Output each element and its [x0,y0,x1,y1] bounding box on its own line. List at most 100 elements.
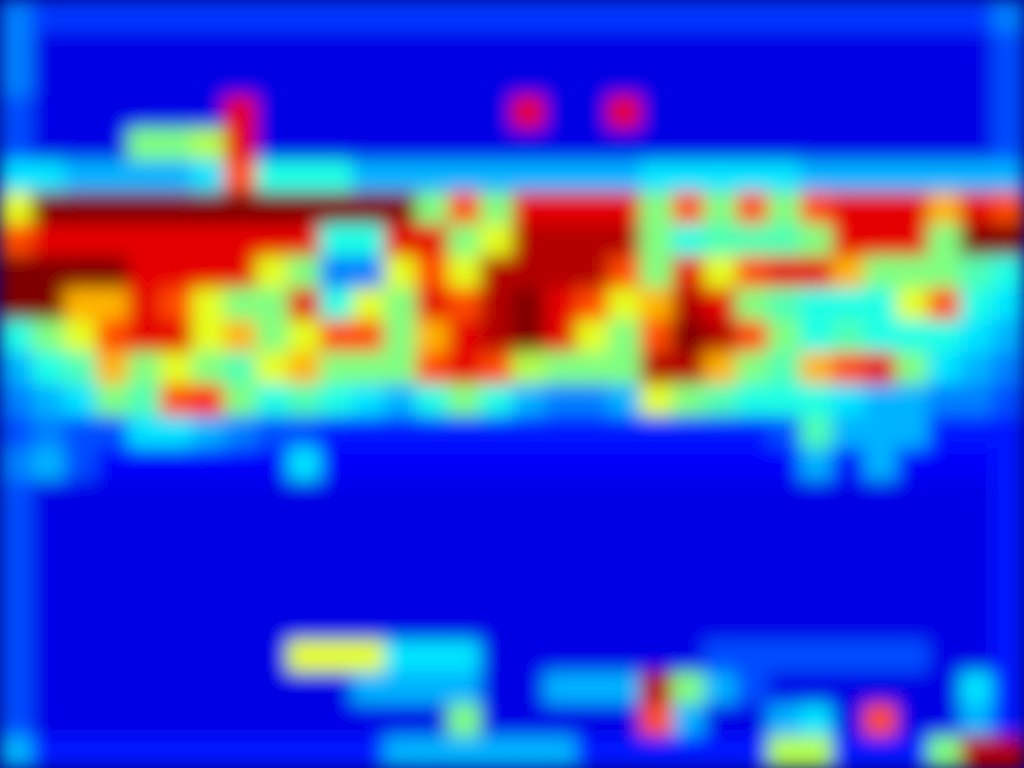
heat-cell [992,320,1024,353]
heat-cell [960,352,993,385]
heat-cell [800,288,833,321]
heat-cell [640,320,673,353]
heat-cell [448,0,481,33]
heat-cell [384,32,417,65]
heat-cell [992,352,1024,385]
heat-cell [320,288,353,321]
heat-cell [448,512,481,545]
heat-cell [352,448,385,481]
heat-cell [544,736,577,768]
heat-cell [864,64,897,97]
heat-cell [832,704,865,737]
heat-cell [192,704,225,737]
heat-cell [960,544,993,577]
heat-cell [640,480,673,513]
heat-cell [928,704,961,737]
heat-cell [896,0,929,33]
heat-cell [576,608,609,641]
heat-cell [0,160,33,193]
heat-cell [96,576,129,609]
heat-cell [768,32,801,65]
heat-cell [288,544,321,577]
heat-cell [256,480,289,513]
heat-cell [256,32,289,65]
heat-cell [608,160,641,193]
heat-cell [128,640,161,673]
heat-cell [0,64,33,97]
heat-cell [768,480,801,513]
heat-cell [544,544,577,577]
heat-cell [192,192,225,225]
heat-cell [896,416,929,449]
heat-cell [896,544,929,577]
heat-cell [64,192,97,225]
heat-cell [864,640,897,673]
heat-cell [544,448,577,481]
heat-cell [800,608,833,641]
heat-cell [480,320,513,353]
heat-cell [288,384,321,417]
heat-cell [32,288,65,321]
heat-cell [128,384,161,417]
heat-cell [256,128,289,161]
heat-cell [960,704,993,737]
heat-cell [32,640,65,673]
heat-cell [32,128,65,161]
heat-cell [960,32,993,65]
heat-cell [32,320,65,353]
plot-area [0,0,1024,768]
heat-cell [672,704,705,737]
heat-cell [608,384,641,417]
heat-cell [928,608,961,641]
heat-cell [224,192,257,225]
heat-cell [352,608,385,641]
heat-cell [480,0,513,33]
heat-cell [96,64,129,97]
heat-cell [800,352,833,385]
heat-cell [608,32,641,65]
heat-cell [288,0,321,33]
heat-cell [608,736,641,768]
heat-cell [768,512,801,545]
heat-cell [416,736,449,768]
heat-cell [832,256,865,289]
heat-cell [128,256,161,289]
heat-cell [224,320,257,353]
heat-cell [736,64,769,97]
heat-cell [672,160,705,193]
heat-cell [960,192,993,225]
heat-cell [224,352,257,385]
heat-cell [864,288,897,321]
heat-cell [416,704,449,737]
heat-cell [640,704,673,737]
heat-cell [512,608,545,641]
heat-cell [128,64,161,97]
heat-cell [832,576,865,609]
heat-cell [352,640,385,673]
heat-cell [480,288,513,321]
heat-cell [928,672,961,705]
heat-cell [512,320,545,353]
heat-cell [768,704,801,737]
heat-cell [576,640,609,673]
heat-cell [0,448,33,481]
heat-cell [448,192,481,225]
heat-cell [832,96,865,129]
heat-cell [704,640,737,673]
heat-cell [32,512,65,545]
heat-cell [384,224,417,257]
heat-cell [64,32,97,65]
heat-cell [64,256,97,289]
heat-cell [992,256,1024,289]
heat-cell [64,448,97,481]
heat-cell [832,480,865,513]
heat-cell [672,320,705,353]
heat-cell [576,544,609,577]
heat-cell [480,256,513,289]
heat-cell [352,160,385,193]
heat-cell [544,576,577,609]
heat-cell [0,480,33,513]
heat-cell [192,384,225,417]
heat-cell [928,416,961,449]
heat-cell [320,608,353,641]
